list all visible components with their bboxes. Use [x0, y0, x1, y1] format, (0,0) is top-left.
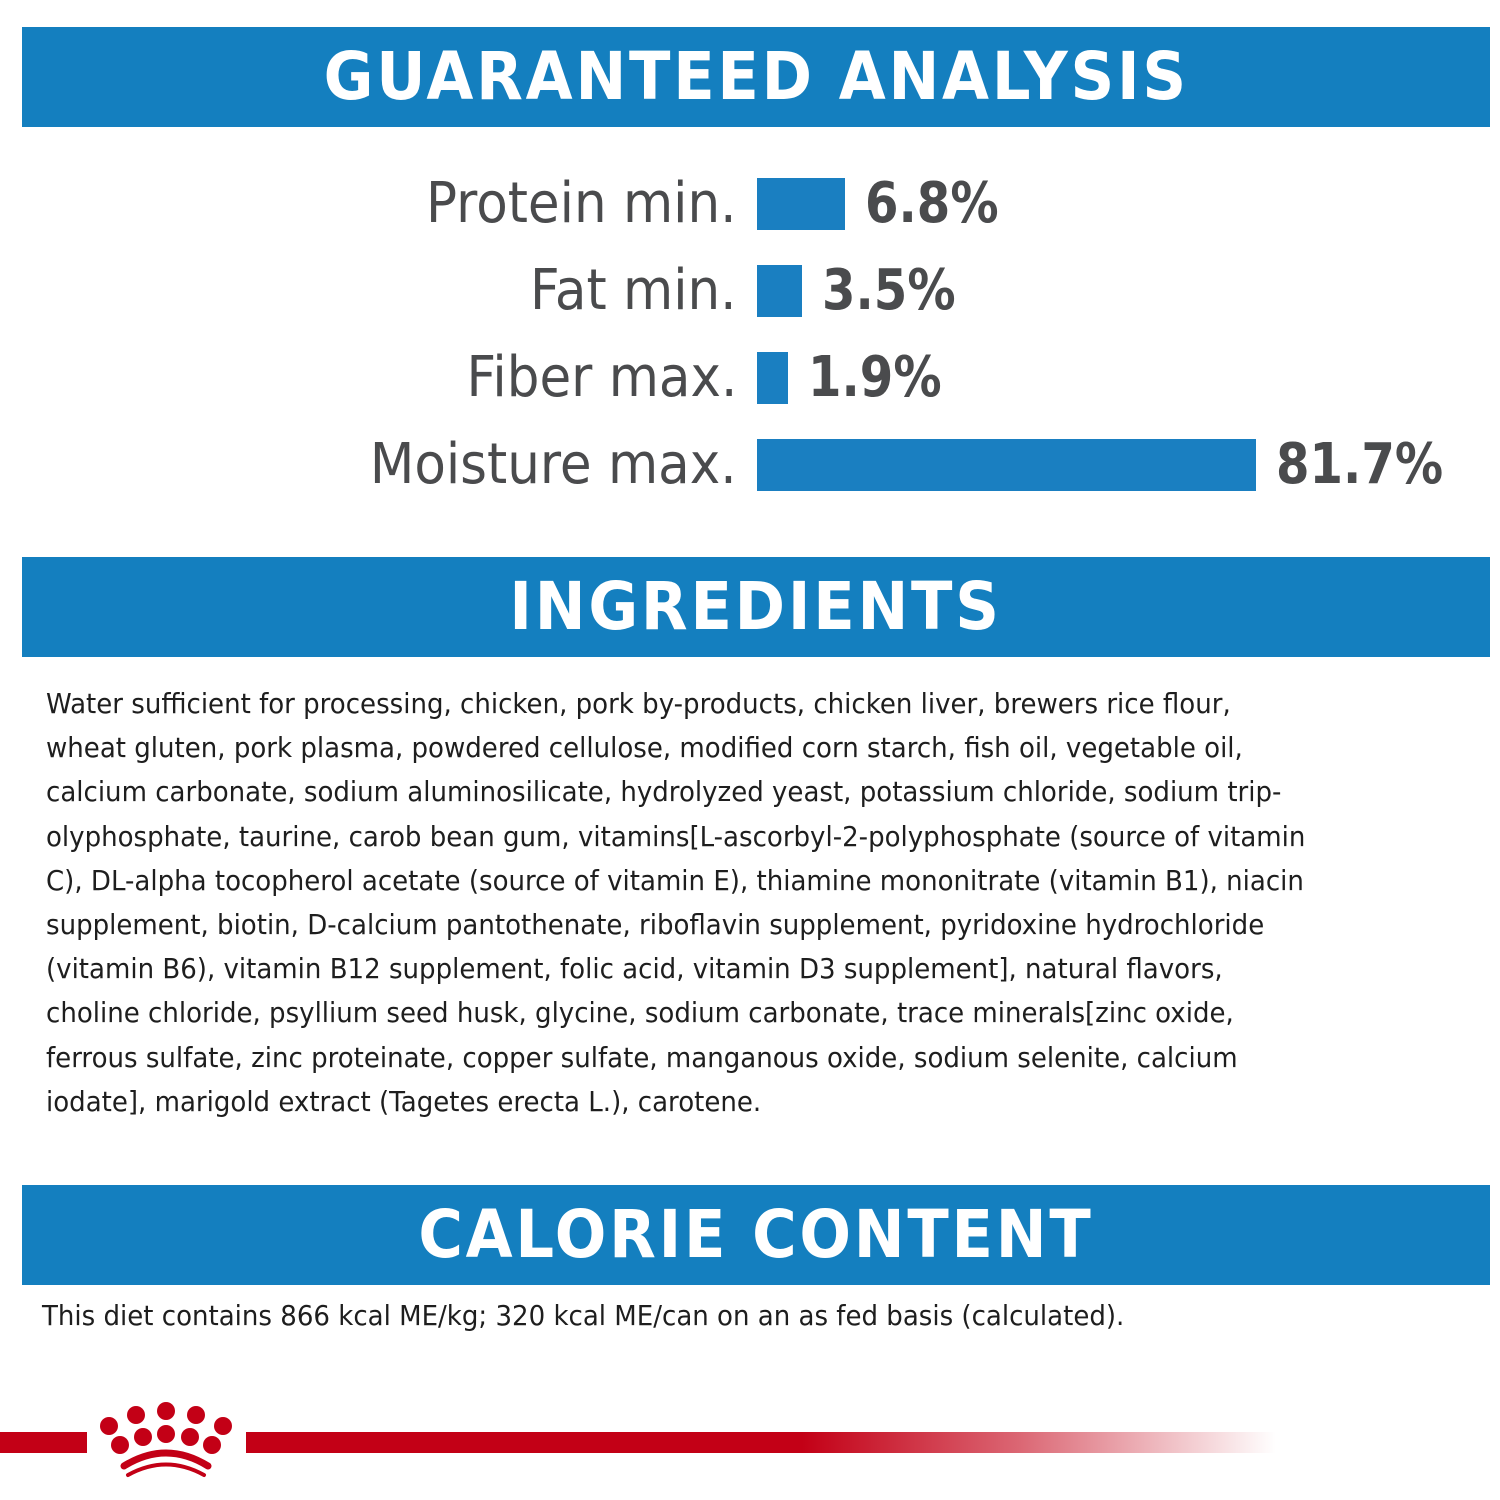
calorie-content-banner: CALORIE CONTENT [22, 1185, 1490, 1285]
crown-icon [100, 1402, 232, 1477]
brand-line-left [0, 1432, 87, 1453]
guaranteed-analysis-title: GUARANTEED ANALYSIS [323, 38, 1189, 115]
analysis-bar [757, 265, 802, 317]
ingredients-line: Water sufficient for processing, chicken… [46, 687, 1231, 720]
analysis-label: Moisture max. [370, 432, 737, 497]
ingredients-line: C), DL-alpha tocopherol acetate (source … [46, 863, 1304, 897]
analysis-row-protein: Protein min. 6.8% [0, 172, 1500, 236]
analysis-value: 1.9% [808, 345, 942, 410]
analysis-row-moisture: Moisture max. 81.7% [0, 433, 1500, 497]
analysis-label: Fat min. [530, 258, 737, 323]
guaranteed-analysis-banner: GUARANTEED ANALYSIS [22, 27, 1490, 127]
analysis-bar [757, 439, 1256, 491]
ingredients-line: iodate], marigold extract (Tagetes erect… [46, 1084, 762, 1118]
analysis-value: 81.7% [1276, 432, 1444, 497]
analysis-label: Fiber max. [466, 345, 737, 410]
analysis-bar [757, 352, 788, 404]
ingredients-banner: INGREDIENTS [22, 557, 1490, 657]
calorie-content-text: This diet contains 866 kcal ME/kg; 320 k… [42, 1299, 1125, 1332]
analysis-label: Protein min. [426, 171, 737, 236]
analysis-row-fiber: Fiber max. 1.9% [0, 346, 1500, 410]
brand-line-right [246, 1432, 1276, 1453]
ingredients-line: olyphosphate, taurine, carob bean gum, v… [46, 819, 1306, 853]
ingredients-line: wheat gluten, pork plasma, powdered cell… [46, 731, 1243, 765]
ingredients-line: supplement, biotin, D-calcium pantothena… [46, 908, 1265, 942]
ingredients-line: ferrous sulfate, zinc proteinate, copper… [46, 1040, 1238, 1074]
ingredients-title: INGREDIENTS [509, 568, 1003, 645]
analysis-value: 3.5% [822, 258, 956, 323]
calorie-content-title: CALORIE CONTENT [418, 1196, 1094, 1273]
analysis-bar [757, 178, 845, 230]
ingredients-line: calcium carbonate, sodium aluminosilicat… [46, 775, 1282, 809]
analysis-value: 6.8% [865, 171, 999, 236]
analysis-row-fat: Fat min. 3.5% [0, 259, 1500, 323]
ingredients-line: choline chloride, psyllium seed husk, gl… [46, 996, 1234, 1030]
ingredients-text: Water sufficient for processing, chicken… [46, 682, 1496, 1124]
ingredients-line: (vitamin B6), vitamin B12 supplement, fo… [46, 952, 1223, 986]
